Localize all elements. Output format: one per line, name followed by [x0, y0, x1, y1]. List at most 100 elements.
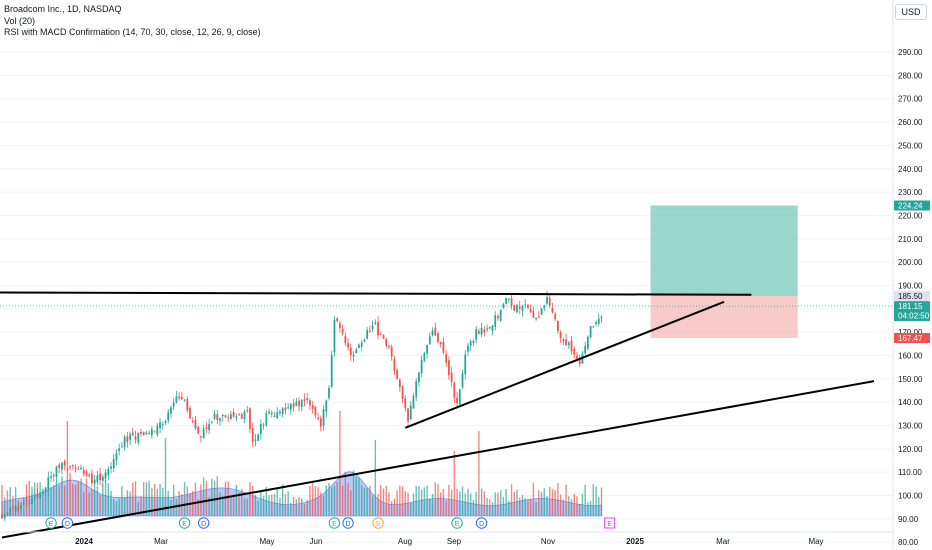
volume-bar	[246, 498, 248, 516]
volume-bar	[453, 451, 456, 516]
candle-body	[559, 332, 562, 338]
volume-bar	[83, 491, 85, 516]
candle-body	[137, 432, 140, 443]
candle-body	[431, 330, 434, 336]
candle-body	[284, 407, 287, 411]
earnings-marker[interactable]: E	[178, 517, 191, 529]
volume-bar	[159, 483, 161, 516]
candle-body	[317, 417, 319, 419]
candle-body	[589, 326, 592, 338]
candle-body	[450, 372, 453, 383]
symbol-title[interactable]: Broadcom Inc., 1D, NASDAQ	[4, 4, 122, 14]
volume-bar	[497, 492, 499, 516]
candle-body	[140, 431, 142, 434]
volume-bar	[404, 491, 406, 516]
candle-body	[118, 448, 121, 451]
volume-bar	[369, 485, 371, 516]
volume-bar	[50, 487, 52, 516]
volume-bar	[592, 484, 595, 516]
y-tick-label: 100.00	[898, 492, 923, 501]
y-tick-label: 90.00	[898, 515, 919, 524]
volume-bar	[415, 486, 417, 516]
candle-body	[458, 389, 461, 405]
candle-body	[39, 492, 42, 499]
marker-shape	[61, 517, 74, 529]
candlestick-series	[1, 291, 603, 521]
volume-bar	[568, 496, 570, 516]
long-position-tool[interactable]	[0, 205, 893, 339]
candle-body	[513, 305, 516, 311]
volume-bar	[410, 503, 412, 516]
candle-body	[311, 405, 314, 409]
candle-body	[420, 359, 423, 374]
dividend-marker[interactable]: D	[342, 517, 354, 529]
volume-bar	[1, 485, 3, 516]
volume-bar	[42, 489, 44, 516]
candle-body	[360, 342, 363, 347]
candle-body	[507, 298, 510, 300]
volume-bar	[167, 490, 169, 516]
earnings-marker[interactable]: E	[604, 517, 616, 529]
candle-body	[180, 396, 183, 400]
candle-body	[77, 468, 80, 470]
candle-body	[469, 341, 472, 346]
marker-label: E	[455, 521, 460, 528]
volume-bar	[325, 485, 327, 516]
volume-bar	[276, 488, 278, 516]
volume-indicator-label[interactable]: Vol (20)	[4, 15, 36, 26]
volume-bar	[535, 501, 537, 516]
candle-body	[418, 372, 420, 382]
x-tick-label: Jun	[310, 537, 323, 546]
candle-body	[178, 396, 181, 399]
volume-bar	[200, 484, 202, 516]
trendlines[interactable]	[0, 291, 875, 539]
volume-bar	[4, 497, 6, 516]
volume-bar	[363, 487, 366, 516]
price-axis[interactable]: 290.00 280.00 270.00 260.00 250.00 240.00 230.…	[892, 0, 932, 550]
earnings-marker[interactable]: E	[451, 517, 463, 529]
volume-bar	[28, 480, 30, 516]
rsi-indicator-label[interactable]: RSI with MACD Confirmation (14, 70, 30, …	[4, 27, 261, 37]
time-axis[interactable]: 2024 Mar May Jun Aug Sep Nov 2025 Mar May	[0, 531, 893, 546]
candle-body	[276, 412, 279, 418]
candle-body	[175, 396, 178, 403]
y-tick-label: 220.00	[898, 211, 923, 220]
volume-bar	[183, 482, 186, 516]
volume-bar	[39, 482, 41, 516]
volume-bar	[301, 498, 303, 516]
candle-body	[319, 418, 322, 427]
candle-body	[6, 512, 9, 515]
candle-body	[393, 359, 396, 372]
candle-body	[567, 342, 570, 346]
candle-body	[52, 474, 55, 477]
volume-bar	[145, 482, 148, 516]
currency-button[interactable]: USD	[895, 4, 927, 20]
candle-body	[554, 314, 557, 320]
volume-bar	[390, 501, 393, 516]
candle-body	[93, 479, 96, 484]
marker-shape	[45, 517, 57, 529]
dividend-marker[interactable]: D	[197, 517, 210, 529]
split-marker[interactable]: S	[372, 517, 384, 529]
volume-bar	[489, 499, 491, 516]
candle-body	[131, 432, 134, 436]
volume-bar	[366, 488, 368, 516]
volume-bar	[426, 485, 428, 516]
volume-bar	[393, 498, 396, 516]
volume-bar	[172, 484, 175, 516]
volume-bar	[464, 493, 466, 516]
marker-shape	[451, 517, 463, 529]
volume-bar	[232, 494, 235, 516]
y-tick-label: 270.00	[898, 95, 923, 104]
dividend-marker[interactable]: D	[475, 517, 488, 529]
volume-bar	[350, 490, 352, 516]
candle-body	[374, 322, 377, 325]
earnings-marker[interactable]: E	[328, 517, 341, 529]
candle-body	[325, 400, 328, 412]
volume-bar	[598, 496, 600, 516]
volume-bar	[333, 485, 336, 516]
dividend-marker[interactable]: D	[61, 517, 74, 529]
earnings-marker[interactable]: E	[45, 517, 57, 529]
